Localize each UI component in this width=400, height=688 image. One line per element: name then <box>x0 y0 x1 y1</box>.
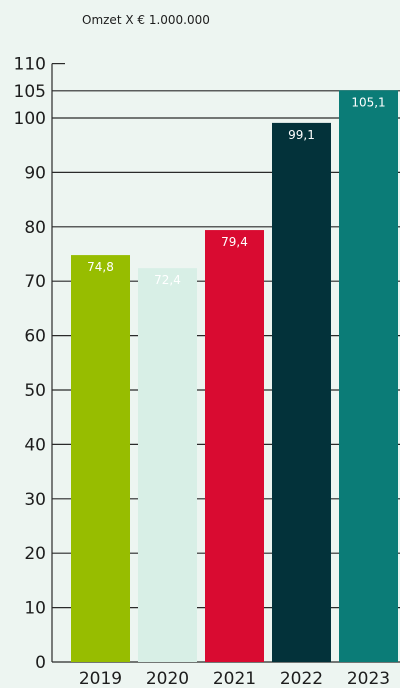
y-tick-label-100: 100 <box>14 109 46 129</box>
y-tick-label-70: 70 <box>24 272 46 292</box>
data-label-2023: 105,1 <box>351 95 385 109</box>
bar-2023 <box>339 90 398 663</box>
x-category-labels: 2019 2020 2021 2022 2023 <box>79 669 390 688</box>
y-tick-label-0: 0 <box>35 653 46 673</box>
data-label-2022: 99,1 <box>288 128 315 142</box>
y-tick-label-110: 110 <box>14 55 46 75</box>
x-label-2020: 2020 <box>146 669 189 688</box>
chart-title: Omzet X € 1.000.000 <box>82 13 210 27</box>
y-tick-label-20: 20 <box>24 544 46 564</box>
bar-2020 <box>138 268 197 662</box>
bar-2019 <box>71 255 130 662</box>
y-tick-labels: 0 10 20 30 40 50 60 70 80 90 100 105 110 <box>14 55 46 673</box>
bar-2022 <box>272 122 331 662</box>
bar-2021 <box>205 230 264 662</box>
y-tick-label-30: 30 <box>24 490 46 510</box>
x-label-2019: 2019 <box>79 669 122 688</box>
y-tick-label-80: 80 <box>24 218 46 238</box>
data-label-2019: 74,8 <box>87 260 114 274</box>
y-tick-label-60: 60 <box>24 327 46 347</box>
y-tick-label-10: 10 <box>24 599 46 619</box>
y-tick-label-50: 50 <box>24 381 46 401</box>
x-label-2022: 2022 <box>280 669 323 688</box>
y-tick-label-105: 105 <box>14 82 46 102</box>
data-label-2021: 79,4 <box>221 235 248 249</box>
x-label-2021: 2021 <box>213 669 256 688</box>
y-tick-label-90: 90 <box>24 163 46 183</box>
bars <box>71 90 398 663</box>
data-labels: 74,8 72,4 79,4 99,1 105,1 <box>87 95 386 287</box>
x-label-2023: 2023 <box>347 669 390 688</box>
data-label-2020: 72,4 <box>154 273 181 287</box>
y-tick-label-40: 40 <box>24 435 46 455</box>
